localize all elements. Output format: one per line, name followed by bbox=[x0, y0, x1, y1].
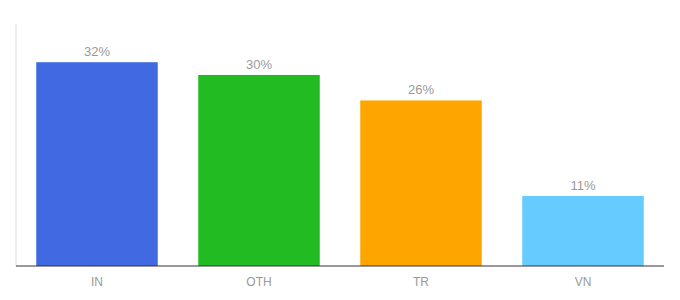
chart-container: 32% 30% 26% 11% IN OTH TR VN bbox=[0, 0, 680, 300]
y-axis-line bbox=[16, 24, 17, 266]
bar bbox=[522, 196, 644, 266]
x-tick-label: IN bbox=[91, 275, 103, 289]
x-tick-label: TR bbox=[413, 275, 429, 289]
x-tick-label: VN bbox=[575, 275, 592, 289]
data-labels: 32% 30% 26% 11% bbox=[84, 44, 596, 193]
x-tick-label: OTH bbox=[246, 275, 271, 289]
chart: 32% 30% 26% 11% IN OTH TR VN bbox=[0, 0, 680, 300]
data-label: 32% bbox=[84, 44, 110, 59]
x-tick-labels: IN OTH TR VN bbox=[91, 275, 591, 289]
x-axis-line bbox=[16, 266, 664, 267]
bar bbox=[198, 75, 320, 266]
bars bbox=[36, 62, 644, 266]
data-label: 26% bbox=[408, 82, 434, 97]
bar bbox=[360, 100, 482, 266]
data-label: 11% bbox=[570, 178, 595, 193]
bar bbox=[36, 62, 158, 266]
data-label: 30% bbox=[246, 57, 272, 72]
